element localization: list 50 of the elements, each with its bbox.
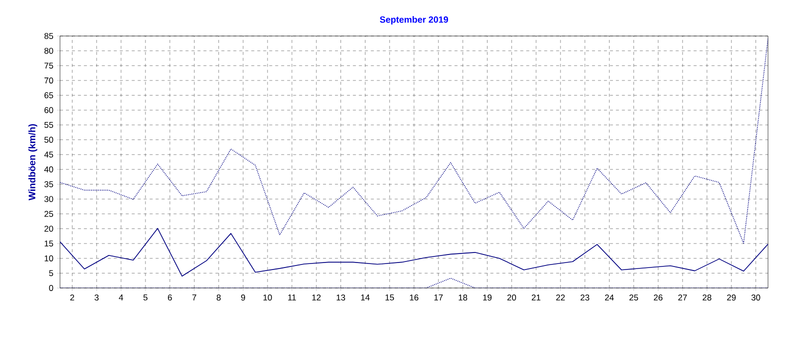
x-tick-label: 4 (118, 294, 124, 300)
x-tick-label: 6 (168, 294, 172, 301)
x-tick-label: 27 (678, 294, 687, 300)
x-tick-label: 8 (216, 294, 221, 301)
x-tick-label: 7 (192, 294, 196, 300)
x-tick-label: 12 (312, 294, 321, 300)
x-tick-label: 5 (143, 294, 148, 300)
x-tick-label: 20 (507, 294, 516, 301)
y-tick-label: 30 (44, 196, 54, 202)
x-tick-label: 10 (263, 294, 272, 301)
x-tick-label: 14 (361, 294, 370, 300)
y-tick-label: 10 (44, 255, 54, 262)
x-tick-label: 30 (751, 294, 760, 301)
y-tick-label: 85 (44, 33, 54, 39)
y-tick-label: 40 (44, 166, 54, 172)
y-tick-label: 50 (44, 136, 54, 143)
y-tick-label: 70 (44, 77, 54, 84)
x-tick-label: 23 (580, 294, 590, 301)
x-tick-label: 11 (288, 294, 296, 300)
x-tick-label: 28 (702, 294, 712, 301)
x-tick-label: 24 (605, 294, 614, 300)
y-tick-label: 75 (44, 62, 54, 69)
y-tick-label: 65 (44, 92, 54, 98)
y-tick-label: 25 (44, 210, 54, 217)
x-tick-label: 17 (434, 294, 443, 300)
x-tick-label: 25 (629, 294, 638, 301)
x-tick-label: 26 (654, 294, 662, 301)
y-tick-label: 45 (44, 152, 54, 158)
x-tick-label: 15 (386, 294, 394, 300)
y-tick-label: 60 (44, 107, 54, 114)
x-tick-label: 2 (70, 294, 74, 300)
x-tick-label: 21 (532, 294, 540, 300)
x-tick-label: 13 (336, 294, 346, 301)
y-tick-label: 35 (44, 181, 54, 188)
y-tick-label: 20 (44, 226, 54, 232)
chart-title: September 2019 (380, 16, 448, 24)
y-tick-label: 80 (44, 48, 54, 54)
x-tick-label: 16 (410, 294, 418, 301)
y-tick-label: 55 (44, 122, 54, 128)
x-tick-label: 9 (241, 294, 246, 301)
y-tick-label: 0 (49, 285, 54, 291)
x-tick-label: 29 (727, 294, 736, 301)
y-axis-title: Windböen (km/h) (28, 124, 38, 200)
y-tick-label: 15 (44, 240, 54, 246)
x-tick-label: 22 (556, 294, 565, 300)
x-tick-label: 18 (458, 294, 468, 301)
line-series (60, 38, 768, 244)
y-tick-label: 5 (49, 270, 54, 276)
x-tick-label: 19 (483, 294, 492, 301)
x-tick-label: 3 (94, 294, 99, 301)
